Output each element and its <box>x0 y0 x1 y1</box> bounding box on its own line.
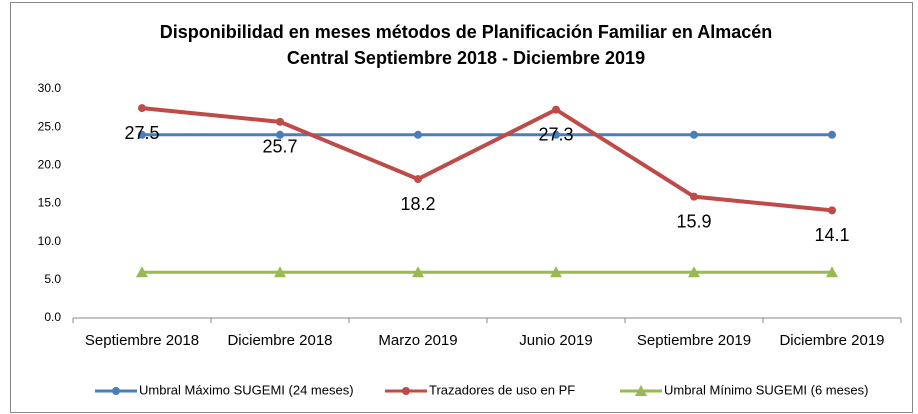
y-tick-label: 15.0 <box>38 196 62 210</box>
chart-title: Disponibilidad en meses métodos de Plani… <box>160 22 773 42</box>
chart-frame <box>10 2 913 413</box>
circle-marker <box>276 117 284 126</box>
triangle-marker <box>826 266 838 278</box>
legend-label: Trazadores de uso en PF <box>429 382 575 397</box>
data-label: 14.1 <box>814 225 849 245</box>
x-tick-label: Septiembre 2018 <box>85 332 199 349</box>
circle-marker <box>138 130 146 139</box>
data-label: 25.7 <box>262 137 297 157</box>
x-tick-label: Septiembre 2019 <box>637 332 751 349</box>
circle-marker <box>138 104 146 113</box>
y-tick-label: 20.0 <box>38 158 62 172</box>
circle-marker <box>276 130 284 139</box>
legend-label: Umbral Mínimo SUGEMI (6 meses) <box>664 382 868 397</box>
x-tick-label: Marzo 2019 <box>378 332 457 349</box>
y-tick-label: 0.0 <box>44 310 61 324</box>
data-label: 15.9 <box>676 211 711 231</box>
circle-marker <box>828 206 836 215</box>
legend-label: Umbral Máximo SUGEMI (24 meses) <box>139 382 354 397</box>
circle-marker <box>112 387 120 395</box>
triangle-marker <box>635 385 647 396</box>
triangle-marker <box>550 266 562 278</box>
x-tick-label: Diciembre 2018 <box>227 332 332 349</box>
series-line <box>141 106 833 213</box>
circle-marker <box>828 130 836 139</box>
triangle-marker <box>688 266 700 278</box>
circle-marker <box>414 130 422 139</box>
y-tick-label: 25.0 <box>38 119 62 133</box>
circle-marker <box>552 105 560 114</box>
y-tick-label: 5.0 <box>44 272 61 286</box>
chart-title: Central Septiembre 2018 - Diciembre 2019 <box>287 48 645 68</box>
triangle-marker <box>412 266 424 278</box>
circle-marker <box>402 387 410 395</box>
y-tick-label: 30.0 <box>38 81 62 95</box>
circle-marker <box>690 130 698 139</box>
triangle-marker <box>274 266 286 278</box>
circle-marker <box>414 175 422 184</box>
triangle-marker <box>136 266 148 278</box>
data-label: 27.5 <box>124 123 159 143</box>
y-tick-label: 10.0 <box>38 234 62 248</box>
x-tick-label: Diciembre 2019 <box>779 332 884 349</box>
data-label: 27.3 <box>538 124 573 144</box>
circle-marker <box>552 130 560 139</box>
data-label: 18.2 <box>400 194 435 214</box>
x-tick-label: Junio 2019 <box>519 332 592 349</box>
circle-marker <box>690 192 698 201</box>
